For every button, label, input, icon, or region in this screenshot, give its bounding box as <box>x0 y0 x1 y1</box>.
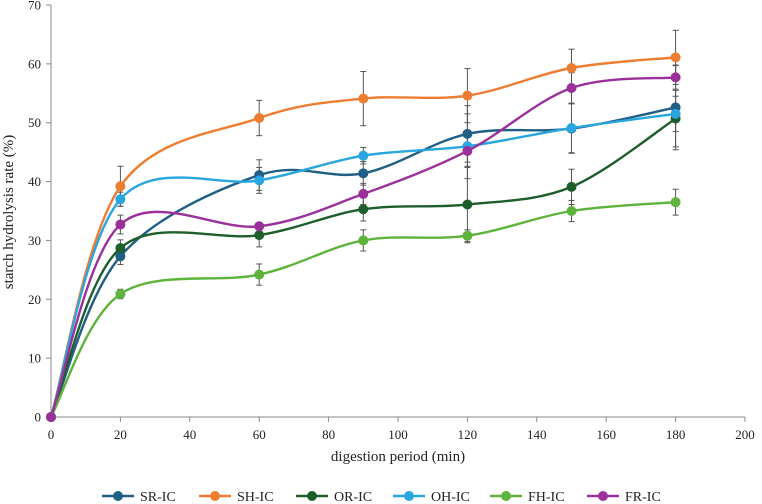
legend: SR-IC SH-IC OR-IC OH-IC FH-IC FR-IC <box>102 490 661 504</box>
data-point-fh-ic <box>566 206 577 216</box>
legend-item-fh-ic: FH-IC <box>490 490 565 504</box>
data-point-sr-ic <box>358 168 369 179</box>
y-tick-label: 10 <box>28 351 41 366</box>
y-tick-label: 20 <box>28 292 41 307</box>
data-point-sh-ic <box>462 90 473 101</box>
x-tick-label: 0 <box>48 427 55 442</box>
data-point-fh-ic <box>358 235 369 246</box>
legend-item-or-ic: OR-IC <box>296 490 372 504</box>
legend-item-sr-ic: SR-IC <box>102 490 176 504</box>
data-point-sh-ic <box>566 62 577 73</box>
legend-swatch-marker <box>598 491 608 501</box>
data-point-oh-ic <box>670 108 681 119</box>
legend-label: FR-IC <box>625 490 661 504</box>
y-tick-label: 60 <box>28 56 41 71</box>
data-point-fr-ic <box>46 412 56 422</box>
x-tick-label: 40 <box>183 427 196 442</box>
legend-label: OH-IC <box>431 490 470 504</box>
data-point-fr-ic <box>462 145 473 156</box>
legend-item-sh-ic: SH-IC <box>199 490 274 504</box>
data-point-fr-ic <box>358 188 369 199</box>
data-point-fr-ic <box>254 221 265 232</box>
legend-label: SH-IC <box>237 490 274 504</box>
data-point-fr-ic <box>115 219 126 230</box>
x-tick-label: 80 <box>322 427 335 442</box>
data-point-oh-ic <box>254 175 265 186</box>
y-tick-label: 50 <box>28 115 41 130</box>
data-point-or-ic <box>358 204 369 215</box>
data-point-sr-ic <box>462 128 473 139</box>
data-point-fh-ic <box>254 269 265 280</box>
data-point-or-ic <box>462 199 473 210</box>
x-tick-label: 60 <box>253 427 266 442</box>
legend-swatch-marker <box>404 491 414 501</box>
data-point-sh-ic <box>115 181 126 192</box>
data-point-fh-ic <box>670 197 681 208</box>
legend-item-fr-ic: FR-IC <box>587 490 661 504</box>
legend-label: SR-IC <box>140 490 176 504</box>
series-layer <box>46 29 681 422</box>
data-point-sh-ic <box>358 93 369 104</box>
data-point-or-ic <box>566 181 577 192</box>
x-tick-label: 120 <box>458 427 478 442</box>
y-tick-label: 0 <box>35 410 42 425</box>
legend-swatch-marker <box>210 491 220 501</box>
x-axis-label: digestion period (min) <box>331 449 465 465</box>
legend-swatch-marker <box>307 491 317 501</box>
legend-label: OR-IC <box>334 490 372 504</box>
data-point-fh-ic <box>115 288 126 299</box>
legend-swatch-marker <box>501 491 511 501</box>
x-tick-label: 20 <box>114 427 127 442</box>
x-tick-label: 180 <box>666 427 686 442</box>
data-point-fr-ic <box>670 72 681 83</box>
legend-item-oh-ic: OH-IC <box>393 490 470 504</box>
x-tick-label: 160 <box>596 427 616 442</box>
error-bars <box>117 29 679 300</box>
data-point-or-ic <box>115 243 126 254</box>
y-tick-label: 40 <box>28 174 41 189</box>
axes: 0 10 20 30 40 50 60 70 0 20 40 60 80 100 120 140 160 180 2… <box>28 0 755 442</box>
legend-label: FH-IC <box>528 490 565 504</box>
data-point-oh-ic <box>358 150 369 161</box>
series-markers <box>46 52 681 422</box>
data-point-sr-ic <box>115 251 126 262</box>
data-point-oh-ic <box>566 123 577 134</box>
data-point-fr-ic <box>566 82 577 93</box>
y-tick-label: 30 <box>28 233 41 248</box>
data-point-or-ic <box>254 230 265 241</box>
data-point-sh-ic <box>254 113 265 124</box>
x-tick-label: 100 <box>388 427 408 442</box>
data-point-sh-ic <box>670 52 681 63</box>
x-tick-label: 140 <box>527 427 547 442</box>
x-tick-label: 200 <box>735 427 755 442</box>
y-tick-label: 70 <box>28 0 41 13</box>
data-point-fh-ic <box>462 230 473 241</box>
y-axis-label: starch hydrolysis rate (%) <box>1 135 17 290</box>
data-point-oh-ic <box>115 194 126 205</box>
legend-swatch-marker <box>113 491 123 501</box>
